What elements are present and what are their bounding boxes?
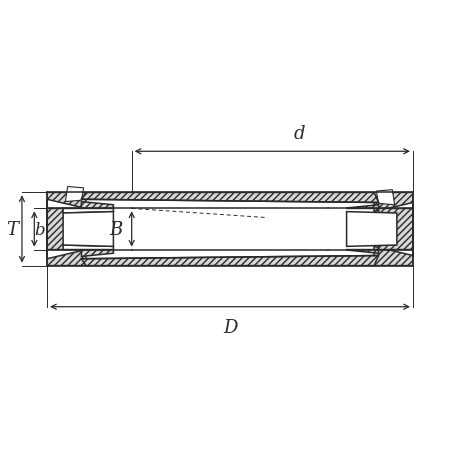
- Polygon shape: [47, 193, 86, 266]
- Text: D: D: [222, 319, 237, 336]
- Polygon shape: [63, 212, 113, 247]
- Text: B: B: [109, 220, 122, 239]
- Polygon shape: [63, 246, 113, 250]
- Text: b: b: [34, 221, 45, 238]
- Polygon shape: [375, 190, 394, 205]
- Text: d: d: [293, 125, 305, 143]
- Polygon shape: [346, 212, 396, 247]
- Polygon shape: [81, 193, 378, 203]
- Polygon shape: [63, 209, 113, 213]
- Polygon shape: [65, 187, 84, 202]
- Polygon shape: [373, 193, 412, 266]
- Polygon shape: [47, 202, 113, 257]
- Polygon shape: [346, 205, 412, 254]
- Text: T: T: [6, 220, 18, 239]
- Polygon shape: [81, 256, 378, 266]
